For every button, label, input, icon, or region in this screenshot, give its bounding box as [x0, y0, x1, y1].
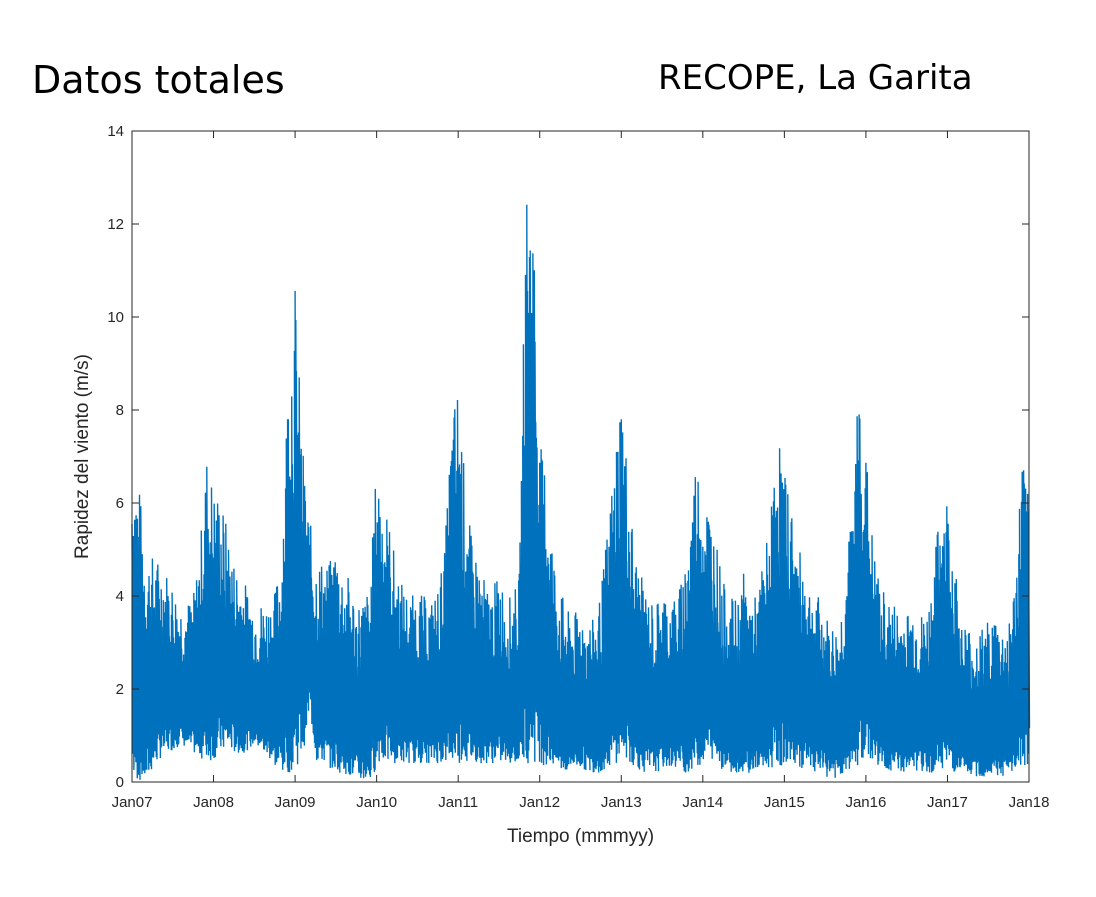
x-tick-label: Jan18 [1009, 794, 1050, 811]
x-tick-label: Jan07 [112, 794, 153, 811]
data-layer [131, 204, 1031, 780]
x-tick-label: Jan08 [193, 794, 234, 811]
x-axis-label: Tiempo (mmmyy) [507, 826, 654, 847]
x-tick-label: Jan11 [438, 794, 478, 811]
x-tick-label: Jan13 [601, 794, 642, 811]
y-tick-label: 6 [116, 495, 124, 512]
series-line [131, 204, 1031, 780]
chart-heading-left: Datos totales [32, 58, 285, 102]
x-tick-label: Jan12 [519, 794, 560, 811]
y-tick-label: 4 [116, 588, 124, 605]
x-tick-label: Jan15 [764, 794, 805, 811]
x-tick-label: Jan16 [845, 794, 886, 811]
x-tick-label: Jan09 [275, 794, 316, 811]
y-tick-label: 10 [107, 309, 124, 326]
x-tick-label: Jan10 [356, 794, 397, 811]
chart-heading-right: RECOPE, La Garita [658, 58, 973, 98]
x-tick-label: Jan17 [927, 794, 968, 811]
y-tick-label: 0 [116, 774, 124, 791]
plot-frame [131, 130, 1030, 783]
y-tick-label: 8 [116, 402, 124, 419]
y-tick-label: 14 [107, 123, 124, 140]
x-tick-label: Jan14 [682, 794, 723, 811]
y-axis-label: Rapidez del viento (m/s) [72, 354, 93, 559]
y-tick-label: 12 [107, 216, 124, 233]
y-tick-label: 2 [116, 681, 124, 698]
axes-layer: 0 2 4 6 8 10 12 14 Jan07 Jan08 Jan09 Jan10 Jan11 Jan1… [107, 123, 1049, 811]
